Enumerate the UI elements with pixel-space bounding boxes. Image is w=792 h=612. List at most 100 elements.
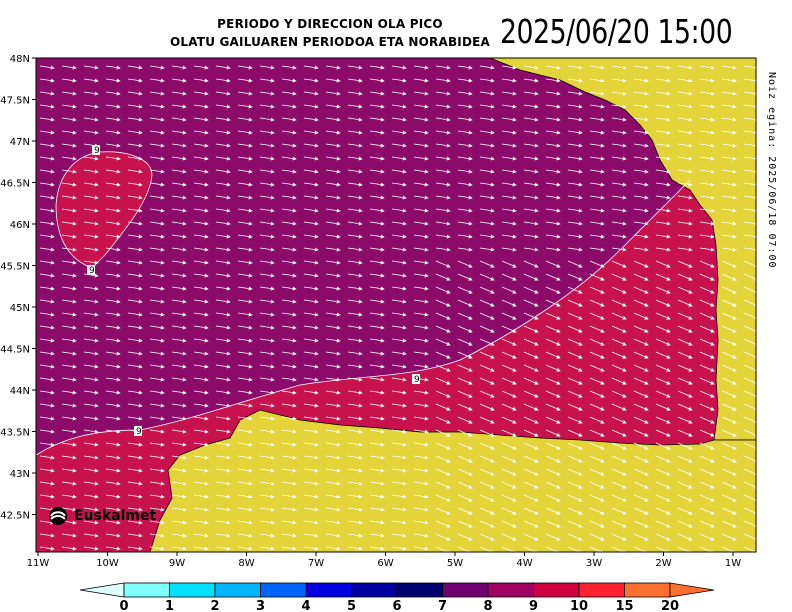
arrow [39, 390, 55, 395]
arrow [105, 117, 121, 122]
wave-direction-arrows [39, 65, 756, 552]
arrow [479, 169, 495, 174]
arrow [589, 260, 605, 268]
arrow [391, 377, 407, 382]
arrow [699, 117, 715, 122]
arrow [479, 221, 495, 226]
arrow [611, 91, 627, 96]
arrow [105, 247, 121, 252]
arrow [633, 273, 649, 281]
euskalmet-logo-icon [49, 507, 67, 525]
arrow [479, 455, 495, 463]
arrow [633, 78, 649, 83]
arrow [237, 208, 253, 213]
arrow [501, 156, 517, 161]
arrow [457, 91, 473, 96]
arrow [105, 312, 121, 317]
arrow [237, 377, 253, 382]
arrow [259, 455, 275, 460]
arrow [127, 104, 143, 109]
arrow [237, 91, 253, 96]
arrow [545, 260, 561, 268]
arrow [237, 143, 253, 148]
arrow [633, 247, 649, 252]
arrow [215, 416, 231, 421]
arrow [105, 390, 121, 395]
arrow [281, 416, 297, 421]
arrow [61, 65, 77, 70]
arrow [655, 455, 671, 463]
arrow [237, 455, 253, 460]
arrow [83, 117, 99, 122]
arrow [721, 273, 737, 281]
arrow [193, 221, 209, 226]
arrow [523, 91, 539, 96]
arrow [545, 91, 561, 96]
lon-label: 5W [447, 558, 463, 569]
arrow [721, 338, 737, 346]
arrow [545, 78, 561, 83]
arrow [567, 208, 583, 213]
arrow [479, 234, 495, 239]
arrow [61, 403, 77, 408]
arrow [193, 299, 209, 304]
arrow [171, 91, 187, 96]
arrow [281, 91, 297, 96]
arrow [457, 130, 473, 135]
arrow [215, 273, 231, 278]
arrow [149, 221, 165, 226]
arrow [171, 351, 187, 356]
arrow [39, 468, 55, 473]
arrow [655, 403, 671, 411]
arrow [391, 117, 407, 122]
arrow [237, 351, 253, 356]
arrow [457, 429, 473, 437]
arrow [347, 247, 363, 252]
arrow [215, 299, 231, 304]
arrow [633, 195, 649, 200]
arrow [413, 195, 429, 200]
arrow [633, 351, 649, 359]
arrow [149, 351, 165, 356]
arrow [369, 221, 385, 226]
arrow [523, 351, 539, 359]
arrow [259, 377, 275, 382]
arrow [545, 195, 561, 200]
arrow [589, 442, 605, 450]
arrow [699, 65, 715, 70]
arrow [237, 260, 253, 265]
arrow [171, 273, 187, 278]
arrow [391, 104, 407, 109]
arrow [171, 312, 187, 317]
arrow [523, 468, 539, 476]
arrow [171, 455, 187, 460]
arrow [303, 260, 319, 265]
arrow [347, 377, 363, 382]
arrow [721, 78, 737, 83]
arrow [677, 455, 693, 463]
arrow [457, 364, 473, 372]
arrow [545, 351, 561, 359]
arrow [325, 299, 341, 304]
arrow [567, 364, 583, 372]
arrow [215, 117, 231, 122]
arrow [61, 169, 77, 174]
arrow [325, 416, 341, 421]
arrow [589, 65, 605, 70]
land-france [489, 58, 756, 441]
arrow [567, 442, 583, 450]
arrow [677, 468, 693, 476]
arrow [501, 390, 517, 398]
arrow [435, 247, 451, 252]
arrow [479, 390, 495, 398]
arrow [567, 338, 583, 346]
arrow [171, 117, 187, 122]
arrow [83, 429, 99, 434]
arrow [127, 455, 143, 460]
land-iberia [149, 409, 756, 552]
arrow [83, 338, 99, 343]
arrow [83, 195, 99, 200]
arrow [171, 104, 187, 109]
arrow [105, 260, 121, 265]
arrow [347, 364, 363, 369]
